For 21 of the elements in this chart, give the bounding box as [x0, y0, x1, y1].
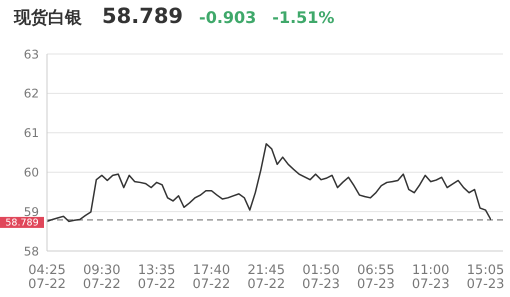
x-tick-label: 11:00 07-23 — [412, 263, 450, 292]
y-tick-label: 61 — [24, 126, 39, 140]
line-series — [47, 143, 491, 222]
x-tick-label: 01:50 07-23 — [302, 263, 340, 292]
x-tick-label: 13:35 07-22 — [138, 263, 176, 292]
x-tick-label: 04:25 07-22 — [28, 263, 66, 292]
x-tick-label: 17:40 07-22 — [192, 263, 230, 292]
x-tick-label: 06:55 07-23 — [357, 263, 395, 292]
text: -0.903 — [199, 8, 256, 27]
y-tick-label: 59 — [24, 204, 39, 219]
x-tick-label: 15:05 07-23 — [466, 263, 504, 292]
x-tick-label: 21:45 07-22 — [247, 263, 286, 292]
ref-line-label: 58.789 — [5, 217, 39, 228]
chart-subtitle: 58.789 — [102, 4, 184, 28]
y-tick-label: 63 — [24, 47, 39, 62]
y-tick-label: 58 — [24, 244, 39, 258]
y-tick-label: 62 — [24, 86, 39, 101]
x-tick-label: 09:30 07-22 — [82, 263, 121, 292]
text: -1.51% — [272, 8, 334, 27]
chart-title: 现货白银 — [14, 7, 82, 29]
y-tick-label: 60 — [24, 165, 39, 180]
